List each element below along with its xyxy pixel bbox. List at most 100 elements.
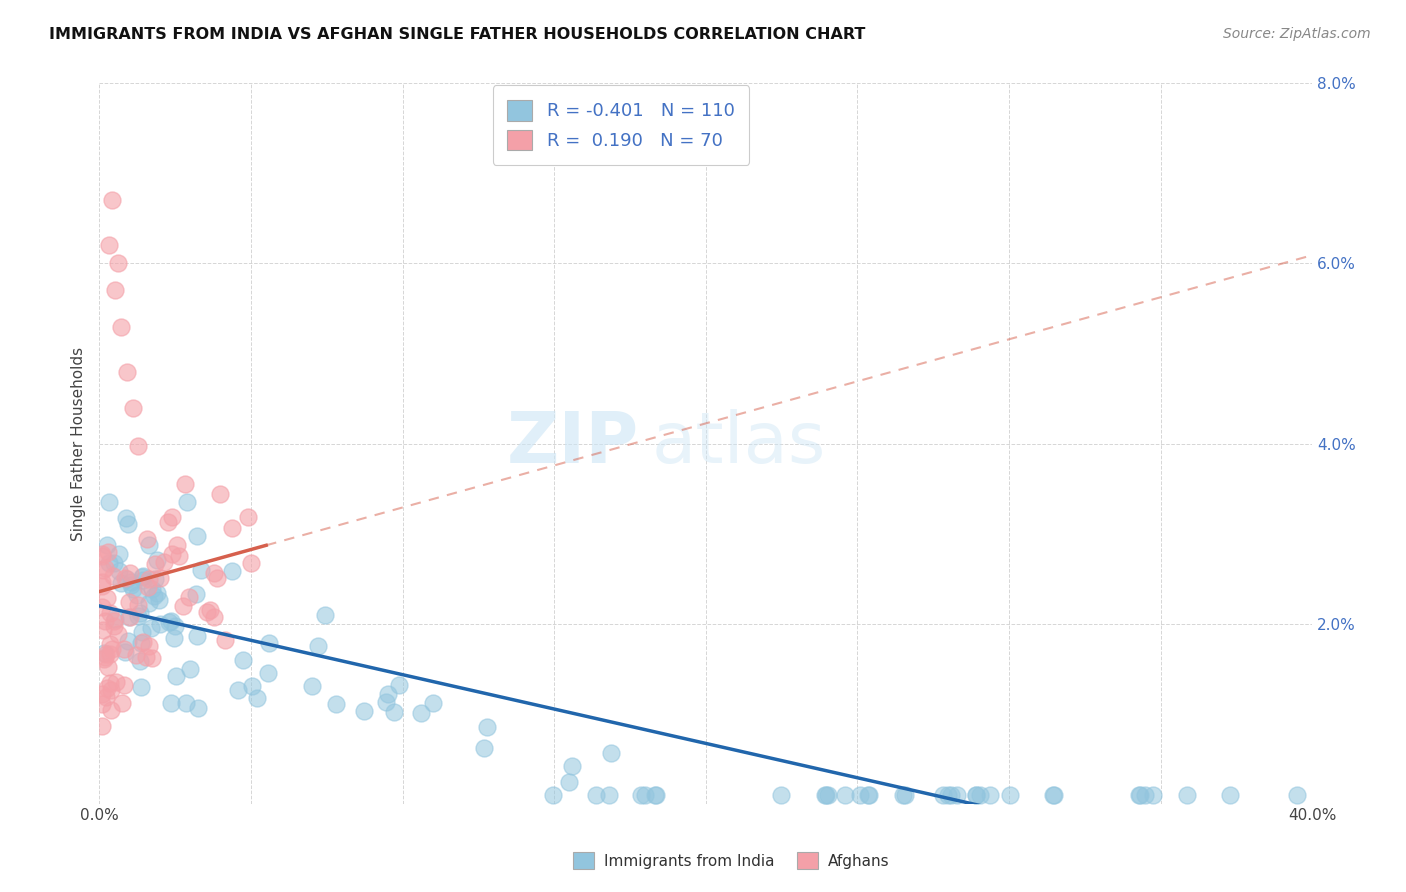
Point	[644, 788, 666, 802]
Point	[121, 401, 143, 415]
Point	[849, 788, 872, 802]
Point	[114, 645, 136, 659]
Point	[965, 788, 987, 802]
Point	[353, 704, 375, 718]
Point	[936, 788, 959, 802]
Point	[118, 566, 141, 580]
Point	[543, 788, 565, 802]
Point	[257, 666, 280, 681]
Point	[1219, 788, 1241, 802]
Point	[132, 635, 155, 649]
Point	[149, 616, 172, 631]
Point	[174, 696, 197, 710]
Point	[160, 615, 183, 629]
Point	[979, 788, 1001, 802]
Point	[110, 696, 132, 710]
Point	[136, 580, 159, 594]
Point	[91, 600, 114, 615]
Point	[98, 675, 121, 690]
Y-axis label: Single Father Households: Single Father Households	[72, 346, 86, 541]
Point	[100, 636, 122, 650]
Point	[118, 609, 141, 624]
Point	[325, 697, 347, 711]
Point	[103, 619, 125, 633]
Point	[93, 651, 115, 665]
Point	[179, 662, 201, 676]
Point	[143, 572, 166, 586]
Point	[91, 697, 114, 711]
Point	[117, 516, 139, 531]
Point	[634, 788, 657, 802]
Point	[240, 556, 263, 570]
Point	[186, 629, 208, 643]
Point	[932, 788, 955, 802]
Text: IMMIGRANTS FROM INDIA VS AFGHAN SINGLE FATHER HOUSEHOLDS CORRELATION CHART: IMMIGRANTS FROM INDIA VS AFGHAN SINGLE F…	[49, 27, 866, 42]
Point	[94, 647, 117, 661]
Point	[246, 690, 269, 705]
Point	[98, 648, 121, 662]
Point	[946, 788, 969, 802]
Point	[129, 654, 152, 668]
Point	[200, 603, 222, 617]
Point	[91, 579, 114, 593]
Point	[184, 587, 207, 601]
Point	[858, 788, 880, 802]
Point	[132, 573, 155, 587]
Point	[894, 788, 917, 802]
Point	[96, 538, 118, 552]
Point	[598, 788, 620, 802]
Point	[202, 609, 225, 624]
Point	[103, 556, 125, 570]
Point	[174, 477, 197, 491]
Point	[104, 612, 127, 626]
Point	[1042, 788, 1064, 802]
Point	[131, 569, 153, 583]
Point	[93, 623, 115, 637]
Point	[388, 678, 411, 692]
Point	[127, 588, 149, 602]
Point	[834, 788, 856, 802]
Point	[114, 511, 136, 525]
Point	[141, 651, 163, 665]
Point	[131, 625, 153, 640]
Point	[98, 556, 121, 570]
Point	[382, 705, 405, 719]
Point	[148, 592, 170, 607]
Point	[135, 532, 157, 546]
Point	[101, 642, 124, 657]
Point	[1043, 788, 1066, 802]
Point	[240, 679, 263, 693]
Point	[110, 319, 132, 334]
Point	[131, 636, 153, 650]
Point	[159, 615, 181, 629]
Point	[97, 545, 120, 559]
Point	[115, 364, 138, 378]
Point	[856, 788, 879, 802]
Point	[127, 439, 149, 453]
Point	[112, 677, 135, 691]
Point	[1285, 788, 1308, 802]
Text: ZIP: ZIP	[506, 409, 640, 478]
Point	[96, 591, 118, 605]
Point	[107, 256, 129, 270]
Point	[127, 598, 149, 612]
Point	[105, 674, 128, 689]
Legend: R = -0.401   N = 110, R =  0.190   N = 70: R = -0.401 N = 110, R = 0.190 N = 70	[492, 86, 749, 165]
Point	[146, 552, 169, 566]
Point	[813, 788, 835, 802]
Point	[129, 680, 152, 694]
Point	[557, 775, 579, 789]
Point	[941, 788, 963, 802]
Point	[169, 549, 191, 563]
Point	[817, 788, 839, 802]
Legend: Immigrants from India, Afghans: Immigrants from India, Afghans	[567, 846, 896, 875]
Point	[814, 788, 837, 802]
Point	[122, 582, 145, 596]
Point	[1129, 788, 1152, 802]
Point	[114, 571, 136, 585]
Point	[94, 650, 117, 665]
Point	[138, 572, 160, 586]
Point	[1133, 788, 1156, 802]
Point	[94, 615, 117, 629]
Point	[100, 194, 122, 208]
